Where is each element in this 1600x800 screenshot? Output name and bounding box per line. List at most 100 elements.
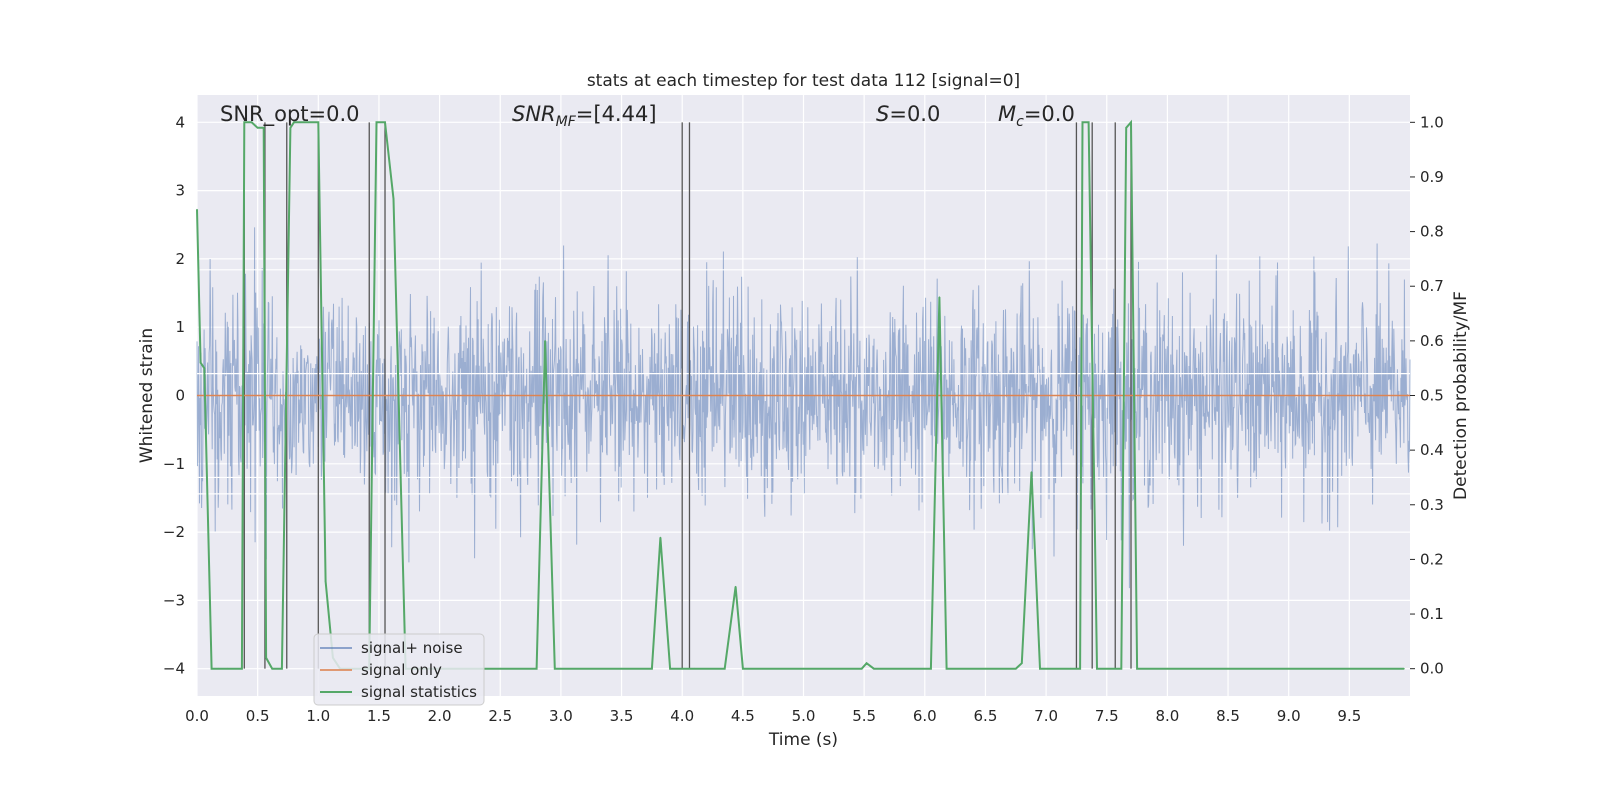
series-signal-noise bbox=[196, 227, 1411, 589]
statistics-point bbox=[265, 657, 267, 659]
statistics-point bbox=[226, 667, 229, 670]
chart-title: stats at each timestep for test data 112… bbox=[587, 71, 1020, 91]
statistics-point bbox=[289, 127, 292, 129]
y-tick-label: 2 bbox=[175, 250, 185, 268]
x-tick-label: 7.5 bbox=[1095, 707, 1119, 725]
statistics-point bbox=[293, 121, 295, 124]
x-tick-label: 5.0 bbox=[792, 707, 816, 725]
annotation-s: S=0.0 bbox=[876, 102, 940, 126]
y-tick-label: 1 bbox=[175, 318, 185, 336]
y-tick-label: −3 bbox=[163, 591, 185, 609]
statistics-point bbox=[651, 667, 653, 670]
statistics-point bbox=[669, 667, 671, 670]
annotation-snr-opt: SNR_opt=0.0 bbox=[220, 102, 360, 127]
statistics-point bbox=[1087, 121, 1090, 124]
statistics-point bbox=[723, 667, 726, 670]
statistics-point bbox=[196, 208, 198, 211]
x-tick-label: 2.0 bbox=[428, 707, 452, 725]
statistics-point bbox=[802, 667, 805, 670]
statistics-point bbox=[560, 667, 562, 670]
annotation-mc-value: =0.0 bbox=[1024, 102, 1075, 126]
x-axis-label: Time (s) bbox=[768, 730, 838, 750]
statistics-point bbox=[241, 667, 243, 670]
annotation-snr-mf-subscript: MF bbox=[556, 114, 577, 130]
statistics-point bbox=[688, 667, 691, 670]
annotation-snr-mf-value: =[4.44] bbox=[576, 102, 657, 126]
y-tick-label: 4 bbox=[175, 113, 185, 131]
statistics-point bbox=[535, 667, 538, 670]
y-right-tick-label: 0.8 bbox=[1420, 223, 1444, 241]
x-tick-label: 8.0 bbox=[1155, 707, 1179, 725]
y-right-tick-label: 0.6 bbox=[1420, 332, 1444, 350]
statistics-point bbox=[1030, 471, 1033, 473]
statistics-point bbox=[860, 667, 863, 670]
x-tick-label: 2.5 bbox=[488, 707, 512, 725]
statistics-point bbox=[1287, 667, 1290, 670]
y-right-tick-label: 0.4 bbox=[1420, 441, 1444, 459]
y-tick-label: 0 bbox=[175, 387, 185, 405]
statistics-point bbox=[307, 121, 310, 124]
annotation-snr-mf-symbol: SNR bbox=[512, 102, 556, 126]
legend: signal+ noise signal only signal statist… bbox=[313, 633, 485, 706]
x-tick-label: 1.0 bbox=[306, 707, 330, 725]
statistics-point bbox=[324, 580, 327, 583]
statistics-point bbox=[218, 667, 220, 670]
statistics-point bbox=[243, 121, 246, 124]
legend-label-signal-statistics: signal statistics bbox=[361, 683, 477, 701]
statistics-point bbox=[984, 667, 987, 670]
annotation-snr-mf: SNRMF=[4.44] bbox=[512, 102, 657, 130]
x-tick-label: 4.5 bbox=[731, 707, 755, 725]
statistics-point bbox=[1166, 667, 1169, 670]
statistics-point bbox=[1081, 121, 1084, 124]
x-tick-label: 5.5 bbox=[852, 707, 876, 725]
statistics-point bbox=[392, 198, 395, 200]
statistics-point bbox=[210, 667, 213, 670]
reference-hlines bbox=[197, 269, 1410, 495]
x-tick-label: 3.0 bbox=[549, 707, 573, 725]
statistics-point bbox=[1069, 667, 1072, 670]
statistics-point bbox=[865, 662, 868, 664]
x-tick-label: 0.5 bbox=[246, 707, 270, 725]
x-tick-label: 4.0 bbox=[670, 707, 694, 725]
statistics-point bbox=[1120, 667, 1123, 670]
legend-label-signal-only: signal only bbox=[361, 661, 442, 679]
y-right-tick-label: 0.3 bbox=[1420, 496, 1444, 514]
y-tick-label: −2 bbox=[163, 523, 185, 541]
x-tick-label: 9.0 bbox=[1277, 707, 1301, 725]
y-right-tick-label: 0.1 bbox=[1420, 605, 1444, 623]
statistics-point bbox=[945, 667, 948, 670]
statistics-point bbox=[1015, 667, 1017, 670]
statistics-point bbox=[1125, 127, 1127, 129]
x-tick-label: 6.0 bbox=[913, 707, 937, 725]
x-tick-label: 9.5 bbox=[1337, 707, 1361, 725]
noise-trace bbox=[196, 227, 1411, 589]
y-right-tick-label: 0.9 bbox=[1420, 168, 1444, 186]
annotation-mc-symbol: M bbox=[998, 102, 1016, 126]
x-tick-label: 8.5 bbox=[1216, 707, 1240, 725]
x-tick-label: 7.0 bbox=[1034, 707, 1058, 725]
statistics-point bbox=[271, 667, 274, 670]
statistics-point bbox=[734, 585, 737, 588]
statistics-point bbox=[693, 667, 696, 670]
statistics-point bbox=[375, 121, 378, 124]
statistics-point bbox=[499, 667, 502, 670]
statistics-point bbox=[681, 667, 683, 670]
statistics-point bbox=[1130, 121, 1132, 124]
statistics-point bbox=[250, 121, 253, 124]
statistics-point bbox=[256, 127, 259, 129]
statistics-point bbox=[1403, 667, 1405, 670]
statistics-point bbox=[1039, 667, 1041, 670]
statistics-point bbox=[317, 121, 320, 124]
statistics-point bbox=[544, 340, 546, 342]
y-right-axis-label: Detection probability/MF bbox=[1451, 291, 1471, 500]
statistics-point bbox=[659, 536, 662, 539]
statistics-point bbox=[1079, 667, 1081, 670]
y-right-tick-label: 0.2 bbox=[1420, 550, 1444, 568]
y-right-axis-ticks: 1.0 0.9 0.8 0.7 0.6 0.5 0.4 0.3 0.2 0.1 0.0 bbox=[1410, 113, 1444, 678]
statistics-point bbox=[1118, 667, 1120, 670]
annotation-s-value: =0.0 bbox=[889, 102, 940, 126]
statistics-point bbox=[554, 667, 556, 670]
statistics-point bbox=[1096, 667, 1098, 670]
annotation-mc: Mc=0.0 bbox=[998, 102, 1075, 130]
